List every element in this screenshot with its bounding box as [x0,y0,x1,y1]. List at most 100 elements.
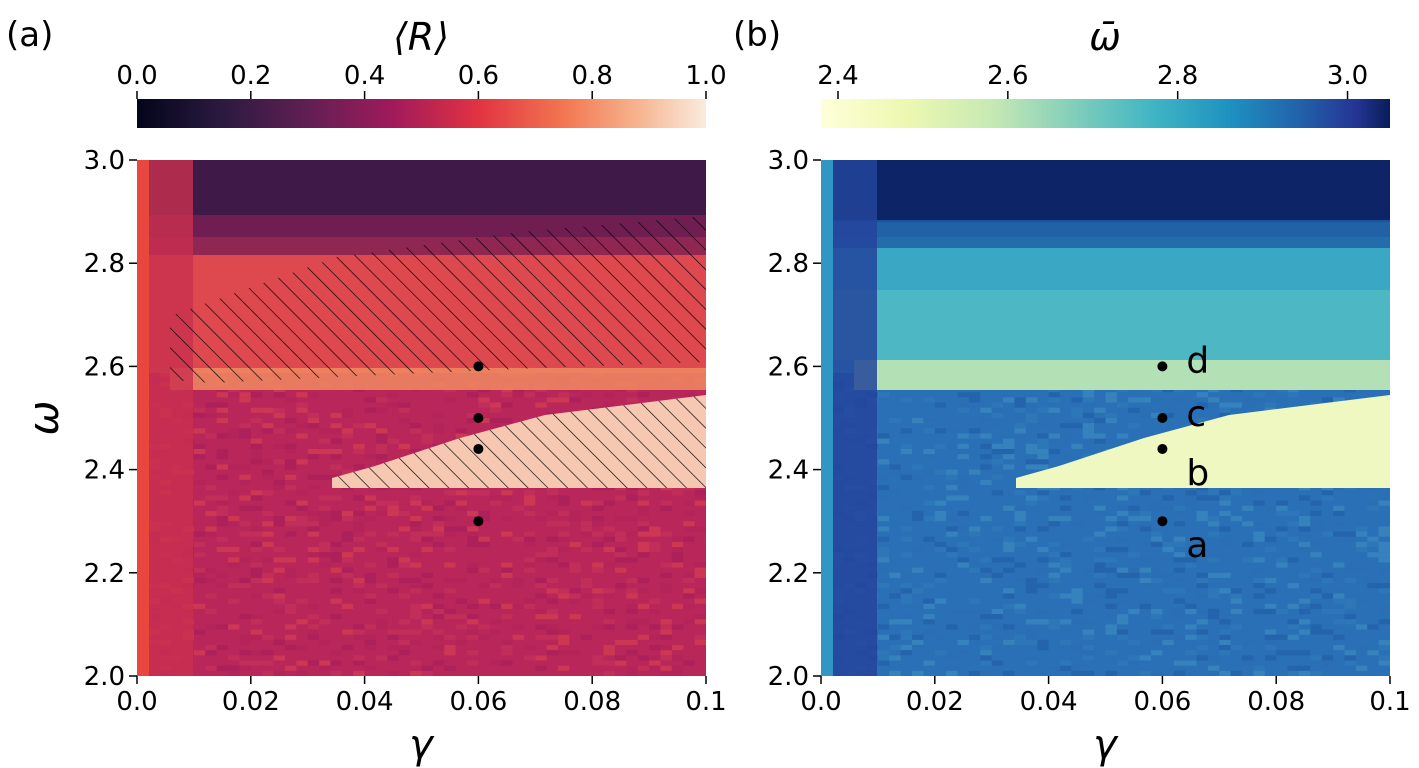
heatmap-cell [205,645,217,651]
heatmap-cell [353,521,365,527]
heatmap-cell [603,608,615,615]
marker-label-b: b [1186,453,1209,494]
heatmap-cell [284,645,297,651]
heatmap-cell [1321,608,1334,615]
heatmap-cell [467,541,479,547]
heatmap-cell [1378,531,1390,537]
heatmap-cell [410,639,422,646]
heatmap-cell [1310,521,1322,527]
heatmap-cell [284,397,297,403]
heatmap-cell [1355,598,1368,604]
heatmap-cell [1059,516,1072,522]
heatmap-cell [375,448,388,455]
heatmap-cell [603,588,615,594]
heatmap-cell [296,407,308,413]
heatmap-cell [1344,603,1356,609]
heatmap-cell [889,418,901,424]
heatmap-cell [912,516,924,522]
heatmap-cell [1082,495,1095,501]
heatmap-cell [694,567,706,573]
heatmap-cell [1287,392,1299,398]
heatmap-cell [523,392,536,398]
heatmap-cell [1196,629,1208,635]
heatmap-cell [1105,557,1117,563]
heatmap-cell [250,614,263,620]
heatmap-cell [603,624,615,630]
heatmap-cell [660,650,672,656]
heatmap-cell [1094,438,1106,444]
heatmap-cell [296,516,308,522]
heatmap-cell [1094,572,1106,578]
heatmap-cell [1196,634,1208,640]
heatmap-cell [250,443,263,449]
heatmap-cell [1128,660,1140,666]
heatmap-cell [398,639,411,646]
heatmap-cell [946,624,958,630]
heatmap-cell [1310,629,1322,635]
heatmap-cell [877,567,890,573]
heatmap-cell [1367,577,1379,584]
heatmap-cell [193,500,206,506]
heatmap-cell [523,531,536,537]
heatmap-cell [535,634,547,640]
heatmap-cell [683,603,695,609]
heatmap-cell [364,577,376,584]
colorbar-label-a: ⟨R⟩ [393,15,449,59]
heatmap-cell [934,443,947,449]
heatmap-cell [467,619,479,625]
heatmap-cell [671,552,684,558]
heatmap-cell [877,557,890,563]
heatmap-cell [341,407,354,413]
heatmap-cell [626,588,638,594]
heatmap-cell [1378,526,1390,532]
heatmap-cell [614,655,627,661]
heatmap-cell [1003,438,1015,444]
heatmap-cell [558,531,570,537]
heatmap-cell [1173,608,1186,615]
heatmap-cell [671,490,684,496]
heatmap-cell [1367,624,1379,630]
heatmap-cell [1071,598,1083,604]
heatmap-cell [501,418,513,424]
heatmap-cell [330,423,342,429]
heatmap-cell [1298,608,1311,615]
heatmap-cell [980,572,992,578]
heatmap-cell [262,557,274,563]
heatmap-cell [478,583,490,589]
heatmap-cell [353,536,365,542]
heatmap-cell [1151,500,1163,506]
heatmap-cell [1378,655,1390,661]
heatmap-cell [432,526,445,532]
heatmap-cell [968,670,981,676]
heatmap-cell [250,541,263,547]
heatmap-cell [273,670,285,676]
heatmap-cell [660,531,672,537]
heatmap-cell [1253,531,1265,537]
heatmap-cell [1082,619,1095,625]
heatmap-cell [660,588,672,594]
heatmap-cell [934,650,947,656]
heatmap-cell [877,526,890,532]
heatmap-cell [250,619,263,625]
heatmap-cell [912,639,924,646]
heatmap-cell [683,510,695,517]
heatmap-cell [592,660,604,666]
heatmap-cell [980,655,992,661]
y-tick-label: 2.4 [84,456,125,486]
heatmap-cell [398,645,411,651]
heatmap-cell [1162,536,1174,542]
heatmap-cell [273,567,285,573]
heatmap-cell [1264,645,1277,651]
heatmap-cell [193,629,206,635]
heatmap-cell [512,603,524,609]
heatmap-cell [1310,552,1322,558]
heatmap-cell [626,619,638,625]
heatmap-cell [284,443,297,449]
heatmap-cell [364,665,376,671]
heatmap-cell [1105,624,1117,630]
heatmap-cell [1196,495,1208,501]
heatmap-cell [375,433,388,439]
heatmap-cell [421,608,433,615]
heatmap-cell [946,418,958,424]
heatmap-cell [250,505,263,511]
